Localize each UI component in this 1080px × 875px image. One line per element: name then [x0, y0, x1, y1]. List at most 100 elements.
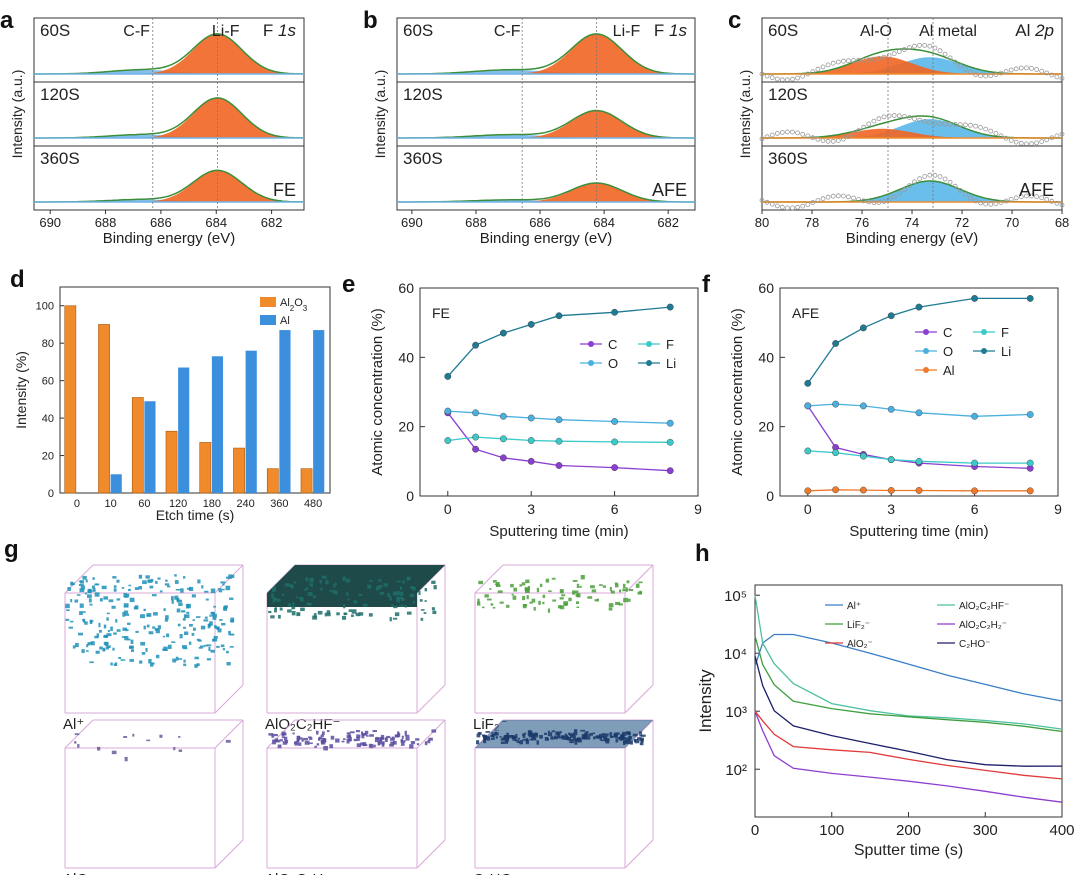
ion-voxel [80, 580, 85, 584]
ion-voxel [206, 658, 212, 661]
data-point [785, 205, 790, 211]
ion-voxel [585, 737, 591, 740]
ion-voxel [431, 607, 435, 611]
x-tick-label: 120 [169, 498, 187, 510]
ion-voxel [88, 643, 91, 646]
ion-voxel [225, 585, 231, 591]
ion-voxel [356, 743, 361, 748]
ion-voxel [511, 593, 514, 596]
ion-voxel [587, 596, 593, 599]
ion-voxel [319, 580, 323, 584]
data-point [1018, 65, 1024, 71]
data-point [774, 203, 780, 209]
point-O [832, 400, 839, 408]
ion-voxel [155, 580, 158, 584]
ion-voxel [489, 588, 492, 590]
y-axis-label: Intensity (a.u.) [9, 70, 25, 159]
data-point [835, 59, 841, 65]
legend-label: AlO₂C₂HF⁻ [959, 601, 1009, 612]
orbital: 2p [1034, 21, 1054, 40]
data-point [866, 57, 872, 63]
plot-frame [779, 287, 1059, 497]
ion-voxel [609, 735, 613, 738]
ion-voxel [112, 647, 115, 651]
ion-voxel [212, 613, 217, 618]
ion-voxel [87, 594, 92, 598]
ion-voxel [74, 733, 80, 736]
data-point [988, 128, 994, 134]
ion-voxel [198, 646, 203, 649]
ion-voxel [495, 584, 501, 588]
ion-voxel [615, 738, 619, 743]
peak-label-C-F: C-F [123, 23, 150, 40]
ion-voxel [197, 579, 201, 584]
ion-voxel [558, 605, 562, 609]
data-point [881, 54, 887, 60]
ion-voxel [402, 580, 405, 584]
ion-voxel [78, 632, 83, 636]
ion-voxel [614, 582, 618, 585]
cube-edge [624, 684, 654, 714]
point-Li [555, 312, 563, 320]
peak-label-Li-F: Li-F [613, 23, 641, 40]
data-point [973, 123, 978, 129]
ion-voxel [111, 750, 117, 755]
ion-voxel [134, 587, 139, 590]
ion-voxel [618, 603, 623, 606]
data-point [846, 134, 851, 140]
ion-voxel [573, 732, 578, 736]
ion-voxel [515, 733, 518, 739]
point-Al [915, 487, 923, 494]
data-point [973, 72, 978, 77]
ion-voxel [188, 641, 192, 645]
ion-voxel [420, 617, 424, 621]
ion-voxel [210, 588, 216, 593]
sample-label: FE [273, 180, 296, 200]
ion-voxel [313, 613, 317, 618]
data-point [968, 122, 973, 128]
data-point [907, 45, 912, 50]
ion-voxel [284, 736, 288, 741]
ion-voxel [369, 734, 374, 737]
ion-voxel [605, 739, 610, 744]
legend-marker-Li [646, 360, 652, 366]
data-point [942, 51, 948, 57]
ion-voxel [410, 594, 413, 597]
ion-voxel [113, 663, 116, 666]
ion-voxel [103, 635, 109, 638]
ion-voxel [68, 626, 74, 629]
x-axis-label: Sputtering time (min) [489, 523, 628, 540]
ion-voxel [536, 587, 540, 593]
ion-voxel [105, 642, 109, 647]
y-tick-label: 60 [42, 376, 54, 388]
cube-label-3: AlO₂⁻ [63, 871, 102, 875]
ion-voxel [412, 600, 415, 604]
series-line-AlO₂C₂H₂⁻ [754, 710, 1063, 803]
ion-voxel [433, 585, 437, 590]
panel-letter-d: d [10, 266, 25, 293]
point-F [611, 438, 618, 446]
ion-voxel [499, 736, 502, 738]
ion-voxel [127, 638, 131, 641]
ion-voxel [379, 591, 385, 595]
ion-voxel [76, 594, 81, 596]
ion-voxel [95, 583, 98, 586]
data-point [1003, 198, 1009, 204]
data-point [810, 69, 816, 74]
data-point [795, 75, 800, 81]
ion-voxel [272, 587, 277, 592]
data-point [1029, 66, 1034, 71]
x-tick-label: 0 [751, 822, 759, 839]
ion-voxel [220, 644, 225, 648]
data-point [978, 125, 983, 130]
x-axis-label: Binding energy (eV) [480, 230, 613, 247]
ion-voxel [294, 741, 299, 746]
ion-voxel [184, 631, 189, 635]
ion-voxel [424, 588, 428, 592]
ion-voxel [484, 594, 489, 598]
legend-marker-O [588, 360, 594, 366]
ion-voxel [512, 738, 517, 741]
data-point [1008, 137, 1014, 143]
data-point [881, 114, 887, 120]
point-O [666, 419, 674, 427]
